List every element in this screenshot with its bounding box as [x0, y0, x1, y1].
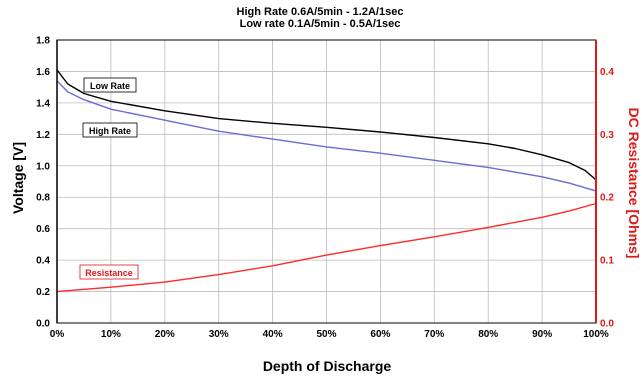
x-tick-label: 60% [370, 329, 390, 340]
high-rate-label-box [82, 122, 138, 138]
chart-title-line-1: High Rate 0.6A/5min - 1.2A/1sec [237, 6, 404, 18]
y-left-tick-label: 1.6 [36, 67, 50, 78]
chart-title-line-2: Low rate 0.1A/5min - 0.5A/1sec [240, 18, 401, 30]
x-tick-label: 30% [209, 329, 229, 340]
series-lines [56, 69, 597, 293]
y-left-tick-label: 0.0 [36, 319, 50, 330]
x-tick-label: 100% [583, 329, 609, 340]
y-left-tick-label: 0.8 [36, 193, 50, 204]
y-right-tick-label: 0.4 [600, 67, 614, 78]
axes [56, 39, 597, 324]
y-left-tick-label: 0.4 [36, 256, 50, 267]
x-tick-label: 50% [316, 329, 336, 340]
x-tick-label: 0% [50, 329, 65, 340]
y-left-tick-label: 1.4 [36, 98, 50, 109]
resistance-label-box [79, 264, 139, 280]
resistance-label: Resistance [85, 268, 133, 278]
x-tick-label: 90% [532, 329, 552, 340]
high-rate-label: High Rate [89, 126, 131, 136]
low-rate-label-box [83, 77, 137, 93]
y-right-tick-label: 0.1 [600, 256, 614, 267]
y-left-tick-label: 1.2 [36, 130, 50, 141]
grid-lines [56, 39, 597, 324]
x-tick-label: 20% [155, 329, 175, 340]
x-tick-label: 70% [424, 329, 444, 340]
high-rate-line [56, 80, 597, 192]
y-left-tick-label: 1.0 [36, 161, 50, 172]
y-right-tick-label: 0.2 [600, 193, 614, 204]
low-rate-line [56, 69, 597, 181]
y-left-tick-label: 0.2 [36, 287, 50, 298]
right-axis-label: DC Resistance [Ohms] [626, 108, 642, 259]
y-left-tick-label: 1.8 [36, 36, 50, 47]
y-left-tick-label: 0.6 [36, 224, 50, 235]
low-rate-label: Low Rate [90, 81, 130, 91]
resistance-line [56, 202, 597, 293]
left-axis-label: Voltage [V] [10, 142, 26, 214]
x-tick-label: 80% [478, 329, 498, 340]
y-right-tick-label: 0.0 [600, 319, 614, 330]
tick-labels: 0% 10% 20% 30% 40% 50% 60% 70% 80% 90% 100%0.00.20… [36, 36, 614, 341]
series-labels: Low Rate High Rate Resistance [79, 77, 139, 280]
x-tick-label: 40% [263, 329, 283, 340]
x-tick-label: 10% [101, 329, 121, 340]
y-right-tick-label: 0.3 [600, 130, 614, 141]
x-axis-label: Depth of Discharge [263, 358, 392, 374]
